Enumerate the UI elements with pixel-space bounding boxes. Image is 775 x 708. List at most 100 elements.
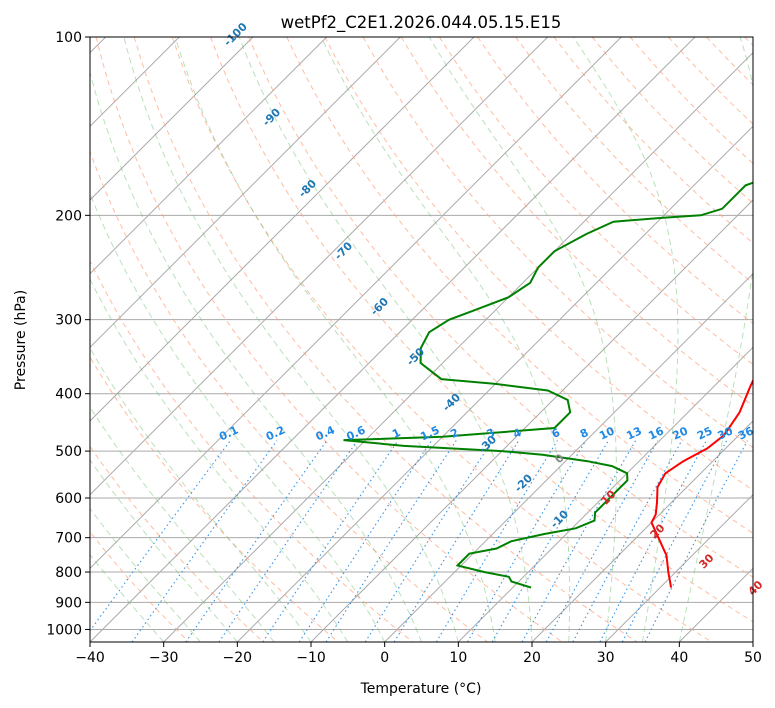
mixing-ratio-line bbox=[435, 440, 558, 642]
dry-adiabat bbox=[324, 37, 753, 491]
isotherm bbox=[605, 493, 753, 642]
mixing-ratio-label: 6 bbox=[550, 426, 563, 441]
dry-adiabat-label: -60 bbox=[368, 295, 391, 318]
x-tick-label: 20 bbox=[523, 650, 541, 666]
x-tick-label: −20 bbox=[223, 650, 253, 666]
mixing-ratio-line bbox=[298, 440, 432, 642]
dry-adiabat bbox=[210, 37, 753, 623]
moist-adiabat bbox=[90, 553, 165, 642]
isotherm bbox=[457, 346, 753, 642]
mixing-ratio-label: 1.5 bbox=[418, 423, 441, 443]
isotherm bbox=[678, 567, 753, 642]
y-tick-label: 200 bbox=[55, 208, 82, 224]
dry-adiabat bbox=[171, 37, 712, 642]
moist-adiabat bbox=[90, 507, 201, 642]
mixing-ratio-line bbox=[572, 440, 683, 642]
isotherm bbox=[384, 272, 753, 642]
dry-adiabat-label: -80 bbox=[296, 177, 319, 200]
y-tick-label: 600 bbox=[55, 491, 82, 507]
mixing-ratio-line bbox=[644, 440, 748, 642]
dry-adiabat bbox=[591, 37, 753, 204]
x-tick-label: −40 bbox=[75, 650, 105, 666]
dry-adiabat-label: -20 bbox=[512, 471, 535, 494]
x-tick-label: 40 bbox=[670, 650, 688, 666]
y-tick-label: 900 bbox=[55, 595, 82, 611]
moist-adiabat bbox=[90, 278, 349, 642]
mixing-ratio-line bbox=[131, 440, 278, 642]
mixing-ratio-line bbox=[521, 440, 637, 642]
isotherm bbox=[90, 37, 549, 496]
isotherm bbox=[90, 37, 622, 570]
dry-adiabat bbox=[133, 37, 638, 642]
profile-series bbox=[343, 181, 753, 589]
dewpoint-profile bbox=[343, 181, 753, 589]
dry-adiabat bbox=[90, 259, 414, 642]
dry-adiabat-label: 20 bbox=[648, 521, 668, 541]
isotherm bbox=[531, 420, 753, 642]
x-tick-label: −10 bbox=[296, 650, 326, 666]
moist-adiabat bbox=[572, 37, 679, 642]
moist-adiabat bbox=[123, 37, 459, 642]
moist-adiabat bbox=[174, 37, 496, 642]
line-labels: -100-90-80-70-60-50-40-30-20-10010203040… bbox=[217, 20, 766, 598]
dry-adiabat bbox=[400, 37, 753, 407]
y-tick-label: 400 bbox=[55, 387, 82, 403]
x-axis-label: Temperature (°C) bbox=[360, 681, 482, 697]
background-lines bbox=[90, 37, 753, 642]
mixing-ratio-label: 0.6 bbox=[344, 423, 367, 443]
y-tick-label: 100 bbox=[55, 30, 82, 46]
y-axis: 100 200 300 400 500 600 700 800 900 1000 bbox=[46, 30, 90, 638]
x-tick-label: −30 bbox=[149, 650, 179, 666]
dry-adiabat-label: 10 bbox=[599, 487, 619, 507]
isotherm bbox=[90, 37, 254, 201]
isotherm bbox=[310, 199, 753, 642]
moist-adiabat bbox=[90, 70, 422, 642]
dry-adiabat-label: 30 bbox=[697, 551, 717, 571]
x-tick-label: 30 bbox=[597, 650, 615, 666]
mixing-ratio-label: 10 bbox=[597, 424, 617, 442]
mixing-ratio-line bbox=[467, 440, 587, 642]
moist-adiabat bbox=[428, 37, 617, 642]
y-tick-label: 500 bbox=[55, 444, 82, 460]
x-tick-label: 50 bbox=[744, 650, 762, 666]
y-tick-label: 1000 bbox=[46, 622, 82, 638]
y-tick-label: 800 bbox=[55, 565, 82, 581]
dry-adiabat-label: 40 bbox=[746, 578, 766, 598]
y-tick-label: 700 bbox=[55, 531, 82, 547]
mixing-ratio-label: 0.1 bbox=[217, 423, 240, 443]
x-tick-label: 10 bbox=[449, 650, 467, 666]
x-axis: −40 −30 −20 −10 0 10 20 30 40 50 bbox=[75, 642, 762, 666]
mixing-ratio-line bbox=[491, 440, 609, 642]
dry-adiabat bbox=[706, 37, 753, 86]
dry-adiabat-label: -10 bbox=[548, 507, 571, 530]
dry-adiabat bbox=[90, 356, 339, 642]
mixing-ratio-label: 16 bbox=[646, 424, 666, 442]
mixing-ratio-label: 36 bbox=[736, 424, 756, 442]
mixing-ratio-line bbox=[90, 440, 231, 632]
mixing-ratio-line bbox=[545, 440, 659, 642]
mixing-ratio-line bbox=[185, 440, 328, 642]
y-tick-label: 300 bbox=[55, 313, 82, 329]
x-tick-label: 0 bbox=[380, 650, 389, 666]
dry-adiabat bbox=[90, 150, 488, 642]
moist-adiabat bbox=[238, 37, 533, 642]
dry-adiabat bbox=[515, 37, 753, 284]
moist-adiabat bbox=[90, 347, 312, 642]
mixing-ratio-label: 13 bbox=[624, 424, 643, 442]
plot-frame bbox=[89, 36, 754, 643]
mixing-ratio-line bbox=[218, 440, 358, 642]
mixing-ratio-line bbox=[393, 440, 520, 642]
mixing-ratio-label: 20 bbox=[671, 424, 691, 442]
isotherm bbox=[236, 125, 753, 642]
isotherm bbox=[90, 37, 328, 275]
mixing-ratio-label: 4 bbox=[511, 426, 524, 441]
dry-adiabat-label: -70 bbox=[332, 239, 355, 262]
dry-adiabat bbox=[95, 37, 563, 642]
mixing-ratio-label: 25 bbox=[695, 424, 714, 442]
mixing-ratio-line bbox=[599, 440, 707, 642]
dry-adiabat bbox=[744, 37, 753, 47]
mixing-ratio-line bbox=[262, 440, 399, 642]
isotherm bbox=[90, 37, 696, 642]
mixing-ratio-line bbox=[325, 440, 457, 642]
